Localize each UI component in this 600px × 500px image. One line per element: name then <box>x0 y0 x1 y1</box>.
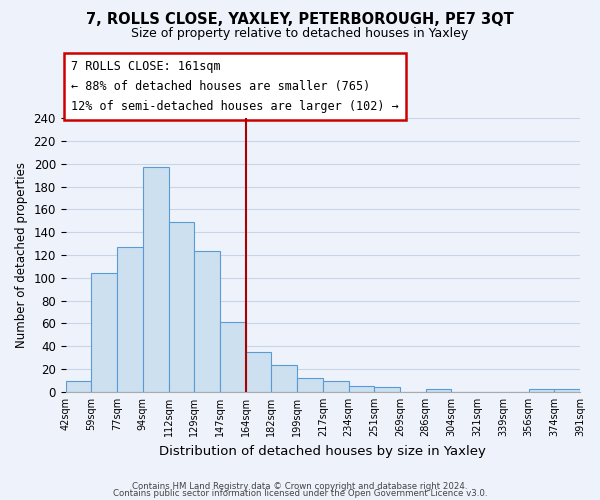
Y-axis label: Number of detached properties: Number of detached properties <box>15 162 28 348</box>
Text: Size of property relative to detached houses in Yaxley: Size of property relative to detached ho… <box>131 28 469 40</box>
Bar <box>65 380 91 392</box>
Text: 7, ROLLS CLOSE, YAXLEY, PETERBOROUGH, PE7 3QT: 7, ROLLS CLOSE, YAXLEY, PETERBOROUGH, PE… <box>86 12 514 28</box>
X-axis label: Distribution of detached houses by size in Yaxley: Distribution of detached houses by size … <box>160 444 486 458</box>
Text: 7 ROLLS CLOSE: 161sqm
← 88% of detached houses are smaller (765)
12% of semi-det: 7 ROLLS CLOSE: 161sqm ← 88% of detached … <box>71 60 398 112</box>
Bar <box>374 388 400 392</box>
Bar <box>349 386 374 392</box>
Bar <box>220 322 245 392</box>
Bar <box>117 247 143 392</box>
Bar <box>425 388 451 392</box>
Bar <box>323 380 349 392</box>
Bar <box>143 167 169 392</box>
Text: Contains HM Land Registry data © Crown copyright and database right 2024.: Contains HM Land Registry data © Crown c… <box>132 482 468 491</box>
Bar <box>271 364 297 392</box>
Bar <box>169 222 194 392</box>
Bar <box>297 378 323 392</box>
Bar <box>91 274 117 392</box>
Bar <box>529 388 554 392</box>
Text: Contains public sector information licensed under the Open Government Licence v3: Contains public sector information licen… <box>113 490 487 498</box>
Bar <box>245 352 271 392</box>
Bar <box>554 388 580 392</box>
Bar <box>194 250 220 392</box>
